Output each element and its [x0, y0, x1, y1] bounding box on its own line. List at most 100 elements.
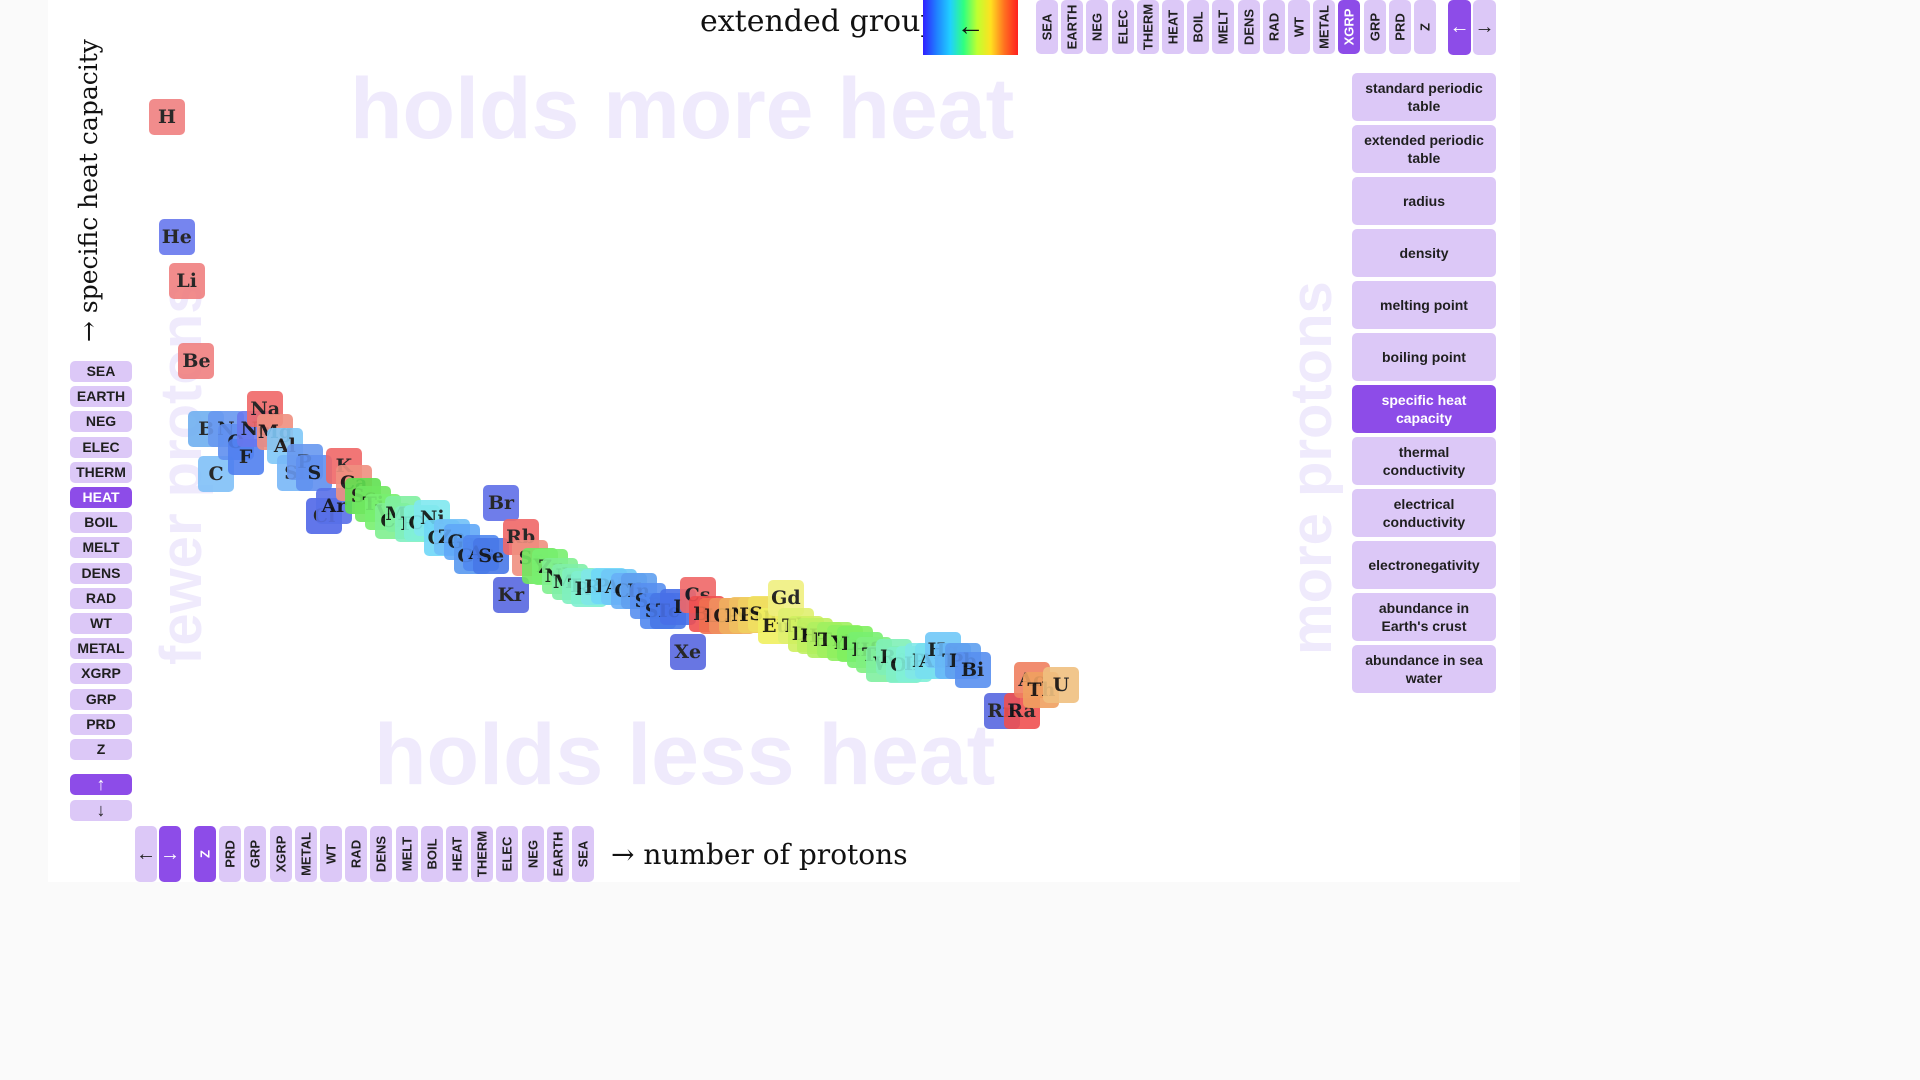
- top-nav-left-button[interactable]: ←: [1448, 0, 1471, 55]
- y-prop-button-therm[interactable]: THERM: [70, 461, 132, 483]
- top-prop-button-label: ELEC: [1115, 9, 1131, 45]
- top-prop-button-rad[interactable]: RAD: [1262, 0, 1285, 54]
- visualization-stage: holds more heat holds less heat fewer pr…: [48, 0, 1520, 882]
- x-prop-button-z[interactable]: Z: [194, 826, 216, 882]
- watermark-bottom: holds less heat: [374, 707, 996, 803]
- view-button-abundance-in-earth-s-crust[interactable]: abundance in Earth's crust: [1352, 593, 1496, 641]
- view-button-specific-heat-capacity[interactable]: specific heat capacity: [1352, 385, 1496, 433]
- y-nav-down-button[interactable]: ↓: [70, 800, 132, 821]
- x-prop-button-label: DENS: [373, 835, 389, 873]
- watermark-top: holds more heat: [350, 61, 1015, 157]
- x-nav-right-button[interactable]: →: [159, 826, 181, 882]
- top-prop-button-label: NEG: [1089, 12, 1105, 42]
- top-prop-button-sea[interactable]: SEA: [1036, 0, 1058, 54]
- x-prop-button-label: MELT: [399, 836, 415, 872]
- top-prop-button-prd[interactable]: PRD: [1388, 0, 1411, 54]
- y-prop-button-boil[interactable]: BOIL: [70, 512, 132, 534]
- x-prop-button-prd[interactable]: PRD: [219, 826, 242, 882]
- top-prop-button-label: DENS: [1241, 8, 1257, 46]
- element-point-xe[interactable]: Xe: [669, 634, 706, 671]
- top-prop-button-grp[interactable]: GRP: [1363, 0, 1386, 54]
- top-nav-right-button[interactable]: →: [1473, 0, 1496, 55]
- y-prop-button-earth[interactable]: EARTH: [70, 386, 132, 408]
- y-prop-button-heat[interactable]: HEAT: [70, 487, 132, 508]
- element-point-bi[interactable]: Bi: [954, 651, 991, 688]
- top-prop-button-dens[interactable]: DENS: [1237, 0, 1260, 54]
- legend-label: extended group: [700, 4, 940, 39]
- legend-arrow: ←: [956, 10, 985, 41]
- y-prop-button-grp[interactable]: GRP: [70, 688, 132, 710]
- view-button-radius[interactable]: radius: [1352, 177, 1496, 225]
- x-prop-button-label: SEA: [575, 840, 591, 868]
- element-point-li[interactable]: Li: [168, 263, 205, 300]
- element-point-br[interactable]: Br: [483, 485, 520, 521]
- y-prop-button-metal[interactable]: METAL: [70, 638, 132, 660]
- color-legend: ←: [923, 0, 1018, 55]
- x-prop-button-melt[interactable]: MELT: [395, 826, 418, 882]
- y-prop-button-rad[interactable]: RAD: [70, 587, 132, 609]
- view-button-abundance-in-sea-water[interactable]: abundance in sea water: [1352, 645, 1496, 693]
- element-point-u[interactable]: U: [1043, 667, 1079, 703]
- y-prop-button-melt[interactable]: MELT: [70, 537, 132, 559]
- x-prop-button-label: EARTH: [550, 831, 566, 877]
- element-point-he[interactable]: He: [158, 219, 195, 255]
- y-prop-button-elec[interactable]: ELEC: [70, 436, 132, 458]
- top-prop-button-therm[interactable]: THERM: [1136, 0, 1159, 54]
- top-prop-button-metal[interactable]: METAL: [1313, 0, 1336, 54]
- x-prop-button-xgrp[interactable]: XGRP: [269, 826, 292, 882]
- view-button-electrical-conductivity[interactable]: electrical conductivity: [1352, 489, 1496, 537]
- x-prop-button-sea[interactable]: SEA: [572, 826, 594, 882]
- y-prop-button-wt[interactable]: WT: [70, 613, 132, 634]
- x-prop-button-earth[interactable]: EARTH: [546, 826, 569, 882]
- y-nav-up-button[interactable]: ↑: [70, 774, 132, 795]
- element-point-s[interactable]: S: [296, 454, 333, 491]
- x-prop-button-heat[interactable]: HEAT: [446, 826, 468, 882]
- x-prop-button-therm[interactable]: THERM: [471, 826, 494, 882]
- top-prop-button-label: MELT: [1215, 9, 1231, 45]
- y-prop-button-neg[interactable]: NEG: [70, 411, 132, 433]
- x-prop-button-dens[interactable]: DENS: [370, 826, 393, 882]
- view-button-boiling-point[interactable]: boiling point: [1352, 333, 1496, 381]
- top-prop-button-melt[interactable]: MELT: [1212, 0, 1235, 54]
- top-prop-button-elec[interactable]: ELEC: [1111, 0, 1134, 54]
- x-axis-label: → number of protons: [611, 838, 908, 871]
- y-prop-button-sea[interactable]: SEA: [70, 361, 132, 382]
- top-prop-button-neg[interactable]: NEG: [1086, 0, 1109, 54]
- element-point-be[interactable]: Be: [178, 342, 215, 379]
- view-button-electronegativity[interactable]: electronegativity: [1352, 541, 1496, 589]
- top-prop-button-z[interactable]: Z: [1414, 0, 1436, 54]
- x-prop-button-label: BOIL: [424, 838, 440, 870]
- top-prop-button-label: RAD: [1266, 12, 1282, 42]
- top-prop-button-label: BOIL: [1190, 11, 1206, 43]
- x-prop-button-elec[interactable]: ELEC: [496, 826, 519, 882]
- x-prop-button-label: XGRP: [273, 835, 289, 873]
- y-prop-button-prd[interactable]: PRD: [70, 713, 132, 735]
- view-button-extended-periodic-table[interactable]: extended periodic table: [1352, 125, 1496, 173]
- x-prop-button-metal[interactable]: METAL: [294, 826, 317, 882]
- x-prop-button-label: THERM: [474, 830, 490, 878]
- x-prop-button-rad[interactable]: RAD: [345, 826, 368, 882]
- y-prop-button-xgrp[interactable]: XGRP: [70, 663, 132, 685]
- view-button-density[interactable]: density: [1352, 229, 1496, 277]
- top-prop-button-wt[interactable]: WT: [1288, 0, 1310, 54]
- x-prop-button-label: GRP: [247, 839, 263, 869]
- element-point-kr[interactable]: Kr: [492, 577, 529, 614]
- x-nav-left-button[interactable]: ←: [135, 826, 157, 882]
- x-prop-button-grp[interactable]: GRP: [244, 826, 267, 882]
- top-prop-button-xgrp[interactable]: XGRP: [1338, 0, 1361, 54]
- view-button-thermal-conductivity[interactable]: thermal conductivity: [1352, 437, 1496, 485]
- x-prop-button-label: PRD: [222, 840, 238, 868]
- y-prop-button-z[interactable]: Z: [70, 739, 132, 760]
- top-prop-button-earth[interactable]: EARTH: [1061, 0, 1084, 54]
- view-button-standard-periodic-table[interactable]: standard periodic table: [1352, 73, 1496, 121]
- x-prop-button-label: RAD: [348, 839, 364, 869]
- y-prop-button-dens[interactable]: DENS: [70, 562, 132, 584]
- top-prop-button-heat[interactable]: HEAT: [1162, 0, 1184, 54]
- x-prop-button-boil[interactable]: BOIL: [420, 826, 443, 882]
- top-prop-button-label: Z: [1417, 23, 1433, 31]
- x-prop-button-wt[interactable]: WT: [320, 826, 342, 882]
- view-button-melting-point[interactable]: melting point: [1352, 281, 1496, 329]
- element-point-h[interactable]: H: [149, 98, 185, 135]
- top-prop-button-boil[interactable]: BOIL: [1187, 0, 1210, 54]
- x-prop-button-neg[interactable]: NEG: [521, 826, 544, 882]
